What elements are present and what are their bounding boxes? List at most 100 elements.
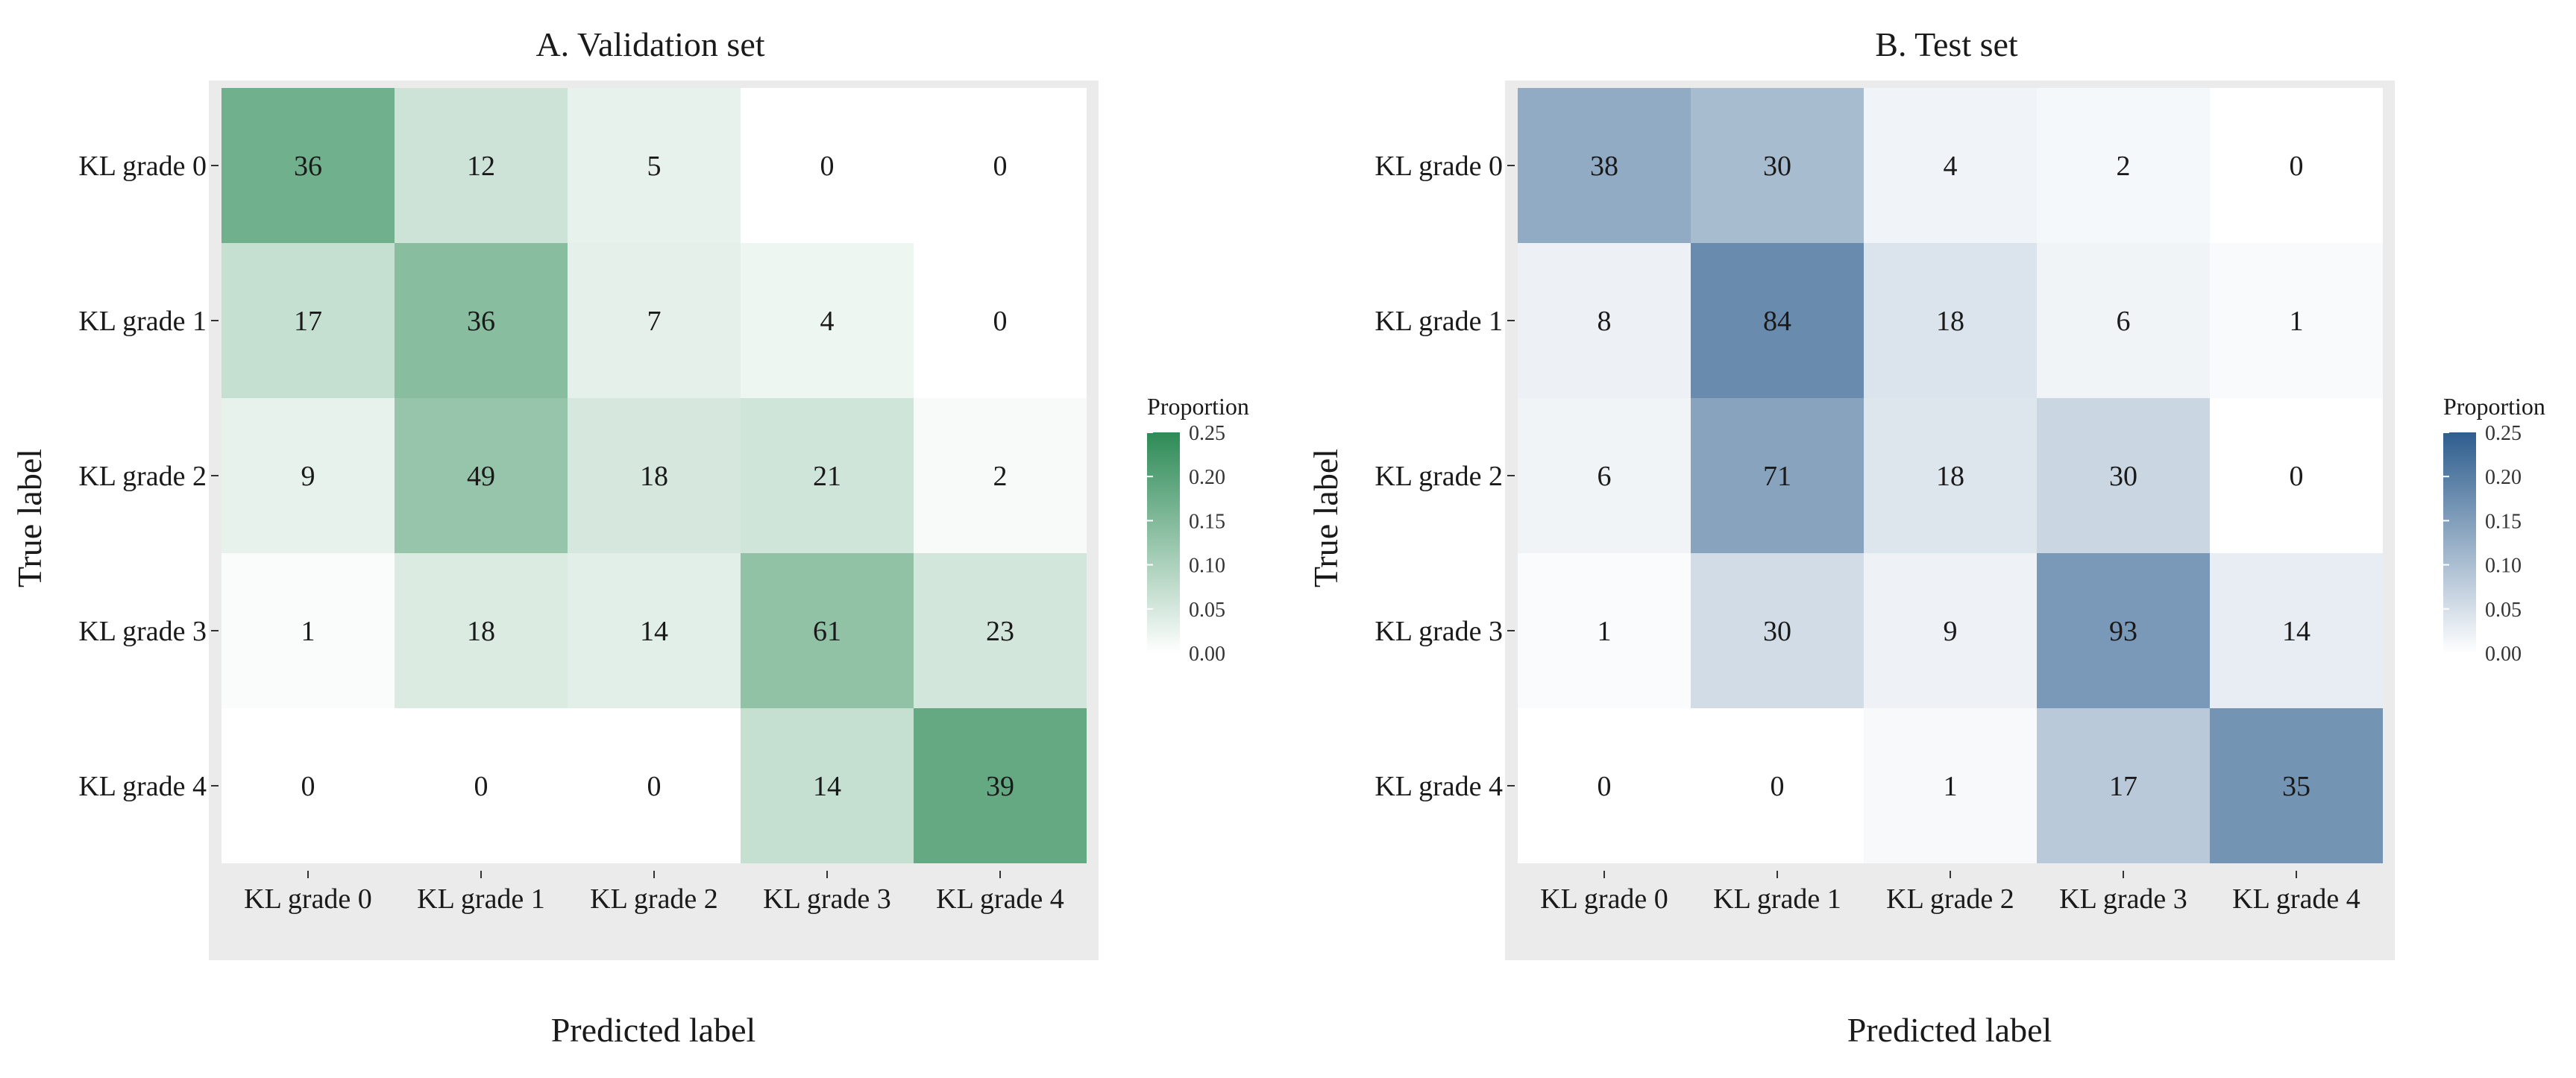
test-confusion-matrix: B. Test set 38 30 4 2 0 8 84 18 6 1 6 71 18 30 0 1 30 9 93… bbox=[1307, 25, 2545, 1049]
x-tick-label: KL grade 4 bbox=[2232, 883, 2360, 915]
heatmap-cell bbox=[1691, 398, 1864, 553]
heatmap-cell bbox=[2037, 553, 2210, 708]
heatmap-cell bbox=[395, 553, 568, 708]
heatmap-cell bbox=[1691, 88, 1864, 243]
heatmap-cell bbox=[2210, 708, 2383, 863]
cell-value-label: 36 bbox=[294, 151, 322, 182]
legend-tick-label: 0.25 bbox=[2485, 422, 2522, 445]
heatmap-cell bbox=[914, 553, 1087, 708]
legend-tick-label: 0.00 bbox=[1189, 643, 1225, 666]
y-tick-label: KL grade 3 bbox=[1375, 616, 1503, 647]
legend-ticks: 0.25 0.20 0.15 0.10 0.05 0.00 bbox=[1147, 422, 1225, 666]
heatmap-cell bbox=[914, 398, 1087, 553]
cell-value-label: 1 bbox=[1598, 616, 1612, 647]
cell-value-label: 0 bbox=[2290, 461, 2304, 492]
heatmap-cell bbox=[568, 708, 741, 863]
cell-value-label: 8 bbox=[1598, 306, 1612, 337]
heatmap-cell bbox=[2210, 553, 2383, 708]
heatmap-cell bbox=[395, 708, 568, 863]
heatmap-cell bbox=[741, 88, 914, 243]
color-legend: Proportion 0.25 0.20 0.15 0.10 0.05 0.00 bbox=[2443, 393, 2545, 666]
cell-value-label: 71 bbox=[1763, 461, 1791, 492]
y-tick-label: KL grade 4 bbox=[1375, 771, 1503, 802]
cell-value-label: 9 bbox=[1944, 616, 1958, 647]
heatmap-cell bbox=[1864, 708, 2037, 863]
cell-value-label: 0 bbox=[1598, 771, 1612, 802]
cell-value-label: 30 bbox=[2109, 461, 2137, 492]
legend-title: Proportion bbox=[1147, 393, 1249, 420]
cell-value-label: 6 bbox=[1598, 461, 1612, 492]
x-axis-label: Predicted label bbox=[551, 1011, 756, 1049]
heatmap-cell bbox=[1518, 88, 1691, 243]
legend-tick-label: 0.05 bbox=[1189, 599, 1225, 622]
validation-confusion-matrix: A. Validation set 36 12 5 0 017 36 7 4 09 49 18 21 2… bbox=[10, 25, 1249, 1049]
cell-value-label: 12 bbox=[467, 151, 495, 182]
y-tick-label: KL grade 1 bbox=[78, 306, 207, 337]
cell-value-label: 0 bbox=[647, 771, 662, 802]
x-axis-label: Predicted label bbox=[1847, 1011, 2052, 1049]
legend-colorbar bbox=[2443, 432, 2476, 653]
legend-tick-label: 0.20 bbox=[2485, 466, 2522, 489]
y-tick-label: KL grade 2 bbox=[1375, 461, 1503, 492]
cell-value-label: 30 bbox=[1763, 616, 1791, 647]
heatmap-cell bbox=[2210, 243, 2383, 398]
cell-value-label: 21 bbox=[813, 461, 841, 492]
x-tick-label: KL grade 2 bbox=[1886, 883, 2014, 915]
heatmap-cell bbox=[1691, 553, 1864, 708]
heatmap-cell bbox=[395, 243, 568, 398]
cell-value-label: 6 bbox=[2117, 306, 2131, 337]
heatmap-cell bbox=[914, 243, 1087, 398]
cell-value-label: 49 bbox=[467, 461, 495, 492]
cell-value-label: 0 bbox=[474, 771, 489, 802]
legend-tick-label: 0.15 bbox=[1189, 510, 1225, 533]
y-tick-label: KL grade 3 bbox=[78, 616, 207, 647]
heatmap-cell bbox=[914, 88, 1087, 243]
cell-value-label: 4 bbox=[820, 306, 835, 337]
heatmap-cell bbox=[395, 88, 568, 243]
legend-tick-label: 0.10 bbox=[2485, 555, 2522, 578]
heatmap-cells bbox=[222, 88, 1087, 863]
y-axis-ticks: KL grade 0 KL grade 1 KL grade 2 KL grade 3… bbox=[1375, 151, 1515, 802]
heatmap-cell bbox=[222, 243, 395, 398]
heatmap-cell bbox=[222, 708, 395, 863]
heatmap-cell bbox=[741, 398, 914, 553]
cell-value-label: 9 bbox=[301, 461, 315, 492]
heatmap-cells bbox=[1518, 88, 2383, 863]
heatmap-cell bbox=[222, 553, 395, 708]
heatmap-cell bbox=[741, 708, 914, 863]
cell-value-label: 1 bbox=[1944, 771, 1958, 802]
cell-value-label: 36 bbox=[467, 306, 495, 337]
heatmap-cell bbox=[1518, 398, 1691, 553]
y-tick-label: KL grade 4 bbox=[78, 771, 207, 802]
legend-title: Proportion bbox=[2443, 393, 2545, 420]
heatmap-cell bbox=[568, 243, 741, 398]
x-axis-ticks: KL grade 0 KL grade 1 KL grade 2 KL grade 3… bbox=[1540, 871, 2360, 915]
legend-tick-label: 0.25 bbox=[1189, 422, 1225, 445]
cell-value-label: 2 bbox=[2117, 151, 2131, 182]
cell-value-label: 0 bbox=[301, 771, 315, 802]
heatmap-cell bbox=[1864, 243, 2037, 398]
cell-value-label: 18 bbox=[1936, 306, 1964, 337]
cell-value-label: 84 bbox=[1763, 306, 1791, 337]
cell-value-label: 17 bbox=[2109, 771, 2137, 802]
y-tick-label: KL grade 0 bbox=[1375, 151, 1503, 182]
heatmap-cell bbox=[914, 708, 1087, 863]
cell-value-label: 14 bbox=[813, 771, 841, 802]
x-tick-label: KL grade 0 bbox=[244, 883, 372, 915]
color-legend: Proportion 0.25 0.20 0.15 0.10 0.05 0.00 bbox=[1147, 393, 1249, 666]
heatmap-cell bbox=[2210, 88, 2383, 243]
legend-tick-label: 0.05 bbox=[2485, 599, 2522, 622]
legend-tick-label: 0.15 bbox=[2485, 510, 2522, 533]
heatmap-cell bbox=[1864, 553, 2037, 708]
chart-title: A. Validation set bbox=[535, 25, 764, 63]
cell-value-label: 0 bbox=[2290, 151, 2304, 182]
heatmap-cell bbox=[568, 553, 741, 708]
legend-ticks: 0.25 0.20 0.15 0.10 0.05 0.00 bbox=[2443, 422, 2522, 666]
cell-value-label: 0 bbox=[993, 151, 1008, 182]
heatmap-cell bbox=[568, 88, 741, 243]
chart-title: B. Test set bbox=[1875, 25, 2018, 63]
heatmap-cell-labels: 36 12 5 0 017 36 7 4 09 49 18 21 21 18 14 61 230 0 0 14 39 bbox=[294, 151, 1014, 802]
x-tick-label: KL grade 0 bbox=[1540, 883, 1668, 915]
y-axis-label: True label bbox=[1307, 449, 1345, 587]
